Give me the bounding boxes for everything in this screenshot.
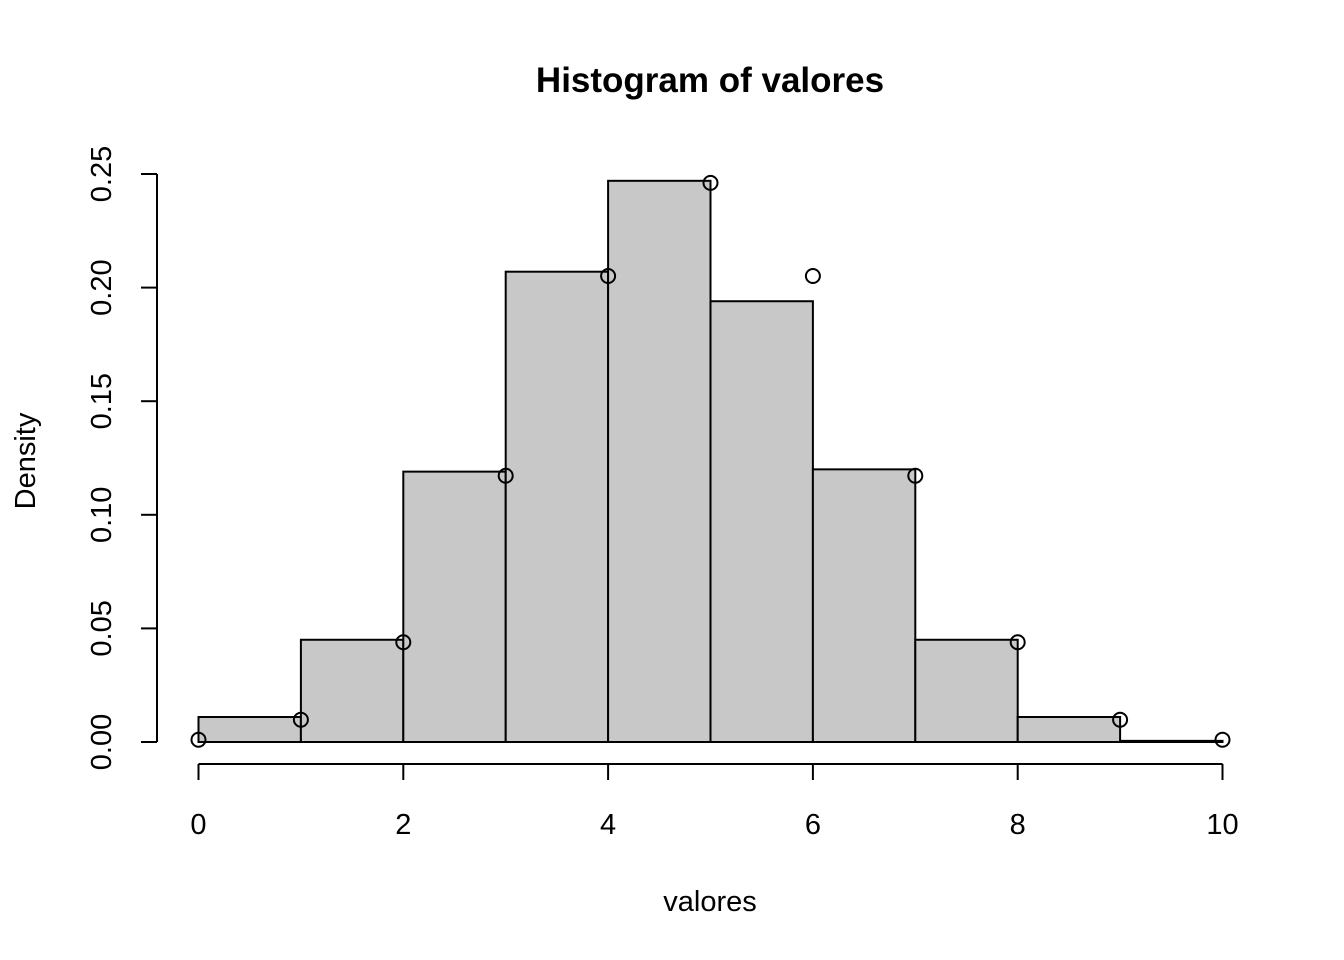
histogram-bar bbox=[1119, 739, 1224, 744]
density-point bbox=[292, 711, 309, 728]
y-tick-label: 0.15 bbox=[86, 373, 118, 429]
x-axis-label: valores bbox=[663, 886, 757, 918]
density-point bbox=[600, 268, 617, 285]
histogram-bar bbox=[1016, 716, 1122, 743]
x-tick-label: 8 bbox=[1010, 809, 1026, 841]
histogram-bar bbox=[402, 470, 507, 743]
histogram-bar bbox=[607, 179, 712, 744]
density-point bbox=[395, 634, 412, 651]
density-point bbox=[497, 467, 514, 484]
density-point bbox=[907, 467, 924, 484]
x-tick-label: 0 bbox=[190, 809, 206, 841]
x-tick-label: 10 bbox=[1206, 809, 1238, 841]
y-tick-label: 0.00 bbox=[86, 714, 118, 770]
x-tick-label: 4 bbox=[600, 809, 616, 841]
density-point bbox=[1009, 634, 1026, 651]
histogram-bar bbox=[914, 638, 1019, 744]
density-point bbox=[702, 174, 719, 191]
density-point bbox=[1112, 711, 1129, 728]
bars-group bbox=[197, 179, 1224, 744]
histogram-bar bbox=[299, 638, 405, 744]
density-point bbox=[804, 268, 821, 285]
y-tick-label: 0.25 bbox=[86, 146, 118, 202]
histogram-bar bbox=[811, 468, 917, 743]
x-tick-label: 6 bbox=[805, 809, 821, 841]
x-axis: 0 2 4 6 8 10 bbox=[190, 763, 1239, 841]
chart-title: Histogram of valores bbox=[536, 61, 884, 100]
histogram-bar bbox=[709, 300, 814, 743]
x-tick-label: 2 bbox=[395, 809, 411, 841]
y-tick-label: 0.10 bbox=[86, 487, 118, 543]
histogram-bar bbox=[197, 716, 302, 743]
y-tick-label: 0.05 bbox=[86, 600, 118, 656]
y-tick-label: 0.20 bbox=[86, 259, 118, 315]
density-point bbox=[1214, 731, 1231, 748]
density-point bbox=[190, 731, 207, 748]
y-axis-label: Density bbox=[10, 412, 42, 509]
y-axis: 0.00 0.05 0.10 0.15 0.20 0.25 bbox=[86, 146, 158, 770]
histogram-bar bbox=[504, 270, 610, 743]
points-group bbox=[190, 174, 1231, 748]
